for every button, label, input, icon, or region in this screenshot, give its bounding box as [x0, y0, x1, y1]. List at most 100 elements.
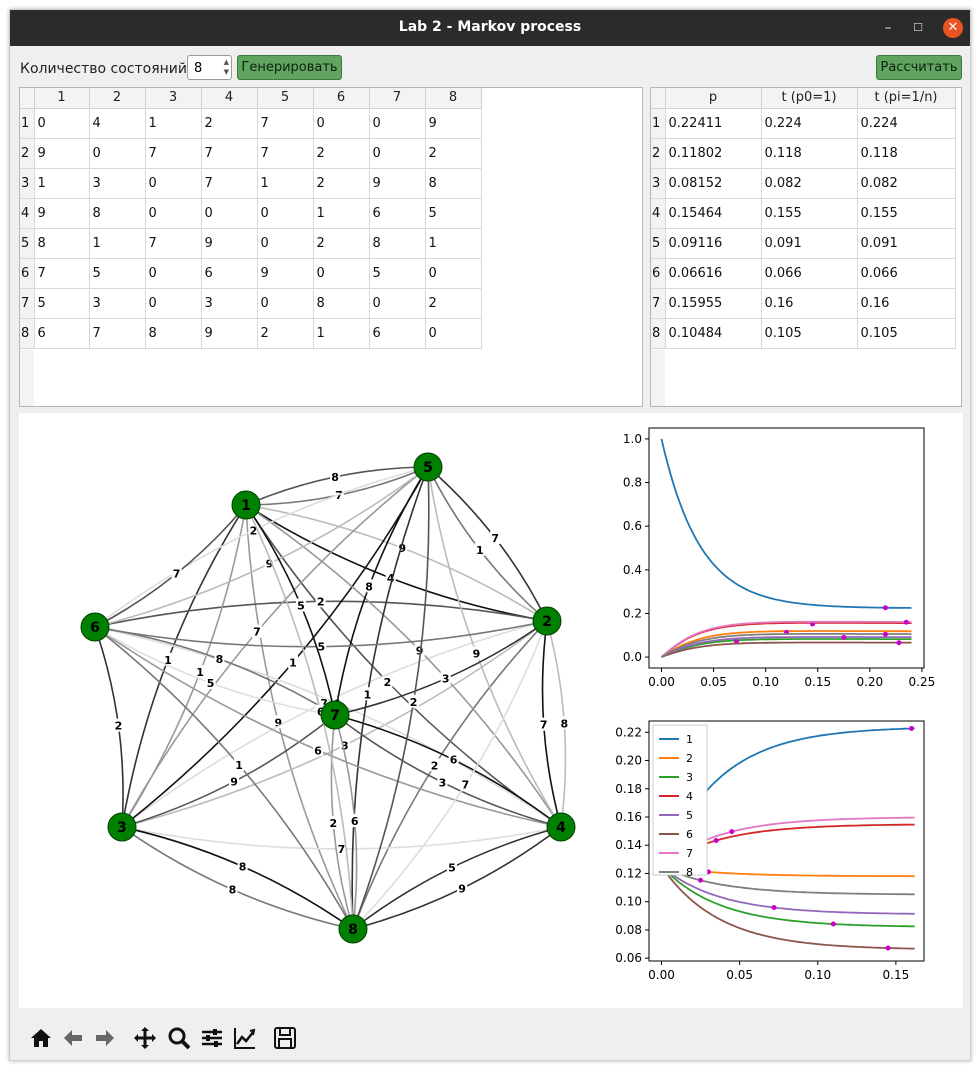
table-cell[interactable]: 0 — [145, 258, 202, 289]
table-cell[interactable]: 1 — [425, 228, 482, 259]
table-cell[interactable]: 0.066 — [857, 258, 956, 289]
table-cell[interactable]: 9 — [257, 258, 314, 289]
row-header[interactable]: 7 — [651, 288, 666, 319]
table-cell[interactable]: 0.10484 — [665, 318, 762, 349]
table-cell[interactable]: 0.066 — [761, 258, 858, 289]
row-header[interactable]: 3 — [20, 168, 35, 199]
maximize-button[interactable]: ☐ — [913, 21, 923, 34]
close-button[interactable]: ✕ — [943, 18, 963, 38]
table-cell[interactable]: 1 — [313, 198, 370, 229]
table-cell[interactable]: 2 — [313, 168, 370, 199]
matrix-column-header[interactable]: 8 — [425, 88, 482, 109]
results-column-header[interactable]: p — [665, 88, 762, 109]
table-cell[interactable]: 0 — [313, 258, 370, 289]
row-header[interactable]: 6 — [651, 258, 666, 289]
table-cell[interactable]: 1 — [145, 108, 202, 139]
table-cell[interactable]: 8 — [313, 288, 370, 319]
table-cell[interactable]: 0.105 — [857, 318, 956, 349]
table-cell[interactable]: 4 — [89, 108, 146, 139]
plot-canvas[interactable]: 4127997772213712989816581792817569553382… — [19, 413, 963, 1008]
table-cell[interactable]: 0 — [145, 168, 202, 199]
table-cell[interactable]: 0.22411 — [665, 108, 762, 139]
table-cell[interactable]: 0.118 — [761, 138, 858, 169]
matrix-column-header[interactable]: 2 — [89, 88, 146, 109]
table-cell[interactable]: 1 — [257, 168, 314, 199]
table-cell[interactable]: 7 — [201, 138, 258, 169]
table-cell[interactable]: 2 — [313, 138, 370, 169]
table-cell[interactable]: 7 — [201, 168, 258, 199]
table-cell[interactable]: 1 — [34, 168, 90, 199]
table-cell[interactable]: 0 — [257, 288, 314, 319]
table-cell[interactable]: 0 — [257, 198, 314, 229]
table-cell[interactable]: 2 — [313, 228, 370, 259]
table-cell[interactable]: 9 — [34, 198, 90, 229]
table-cell[interactable]: 5 — [369, 258, 426, 289]
table-cell[interactable]: 3 — [201, 288, 258, 319]
table-cell[interactable]: 0.15955 — [665, 288, 762, 319]
table-cell[interactable]: 9 — [201, 318, 258, 349]
table-cell[interactable]: 0 — [145, 198, 202, 229]
matrix-column-header[interactable]: 5 — [257, 88, 314, 109]
table-cell[interactable]: 0 — [369, 108, 426, 139]
table-cell[interactable]: 0.091 — [857, 228, 956, 259]
table-cell[interactable]: 0 — [34, 108, 90, 139]
zoom-icon[interactable] — [166, 1025, 192, 1051]
forward-icon[interactable] — [92, 1025, 118, 1051]
table-cell[interactable]: 0 — [425, 318, 482, 349]
results-column-header[interactable]: t (pi=1/n) — [857, 88, 956, 109]
row-header[interactable]: 8 — [20, 318, 35, 349]
table-cell[interactable]: 0 — [369, 288, 426, 319]
table-cell[interactable]: 0 — [257, 228, 314, 259]
table-cell[interactable]: 9 — [425, 108, 482, 139]
table-cell[interactable]: 0.15464 — [665, 198, 762, 229]
table-cell[interactable]: 8 — [34, 228, 90, 259]
row-header[interactable]: 5 — [651, 228, 666, 259]
table-cell[interactable]: 8 — [145, 318, 202, 349]
table-cell[interactable]: 3 — [89, 288, 146, 319]
table-cell[interactable]: 6 — [34, 318, 90, 349]
row-header[interactable]: 5 — [20, 228, 35, 259]
spin-up-icon[interactable]: ▲ — [223, 58, 229, 66]
table-cell[interactable]: 5 — [425, 198, 482, 229]
table-cell[interactable]: 0.091 — [761, 228, 858, 259]
table-cell[interactable]: 0.224 — [857, 108, 956, 139]
table-cell[interactable]: 6 — [369, 318, 426, 349]
table-cell[interactable]: 1 — [313, 318, 370, 349]
table-cell[interactable]: 0 — [89, 138, 146, 169]
pan-icon[interactable] — [132, 1025, 158, 1051]
table-cell[interactable]: 8 — [369, 228, 426, 259]
back-icon[interactable] — [60, 1025, 86, 1051]
table-cell[interactable]: 0.16 — [761, 288, 858, 319]
matrix-column-header[interactable]: 7 — [369, 88, 426, 109]
row-header[interactable]: 4 — [651, 198, 666, 229]
table-cell[interactable]: 5 — [89, 258, 146, 289]
table-cell[interactable]: 9 — [201, 228, 258, 259]
table-cell[interactable]: 0.082 — [857, 168, 956, 199]
table-cell[interactable]: 7 — [257, 138, 314, 169]
row-header[interactable]: 1 — [20, 108, 35, 139]
matrix-column-header[interactable]: 4 — [201, 88, 258, 109]
table-cell[interactable]: 6 — [201, 258, 258, 289]
table-cell[interactable]: 9 — [34, 138, 90, 169]
table-cell[interactable]: 0 — [313, 108, 370, 139]
table-cell[interactable]: 0.16 — [857, 288, 956, 319]
configure-icon[interactable] — [199, 1025, 225, 1051]
table-cell[interactable]: 7 — [257, 108, 314, 139]
table-cell[interactable]: 0.06616 — [665, 258, 762, 289]
table-cell[interactable]: 0.155 — [761, 198, 858, 229]
calculate-button[interactable]: Рассчитать — [876, 55, 962, 80]
table-cell[interactable]: 0.155 — [857, 198, 956, 229]
table-cell[interactable]: 0.105 — [761, 318, 858, 349]
results-column-header[interactable]: t (p0=1) — [761, 88, 858, 109]
table-cell[interactable]: 8 — [89, 198, 146, 229]
table-cell[interactable]: 5 — [34, 288, 90, 319]
row-header[interactable]: 2 — [651, 138, 666, 169]
matrix-column-header[interactable]: 3 — [145, 88, 202, 109]
minimize-button[interactable]: – — [884, 20, 892, 36]
save-icon[interactable] — [272, 1025, 298, 1051]
table-cell[interactable]: 9 — [369, 168, 426, 199]
row-header[interactable]: 8 — [651, 318, 666, 349]
table-cell[interactable]: 0.11802 — [665, 138, 762, 169]
table-cell[interactable]: 0 — [425, 258, 482, 289]
